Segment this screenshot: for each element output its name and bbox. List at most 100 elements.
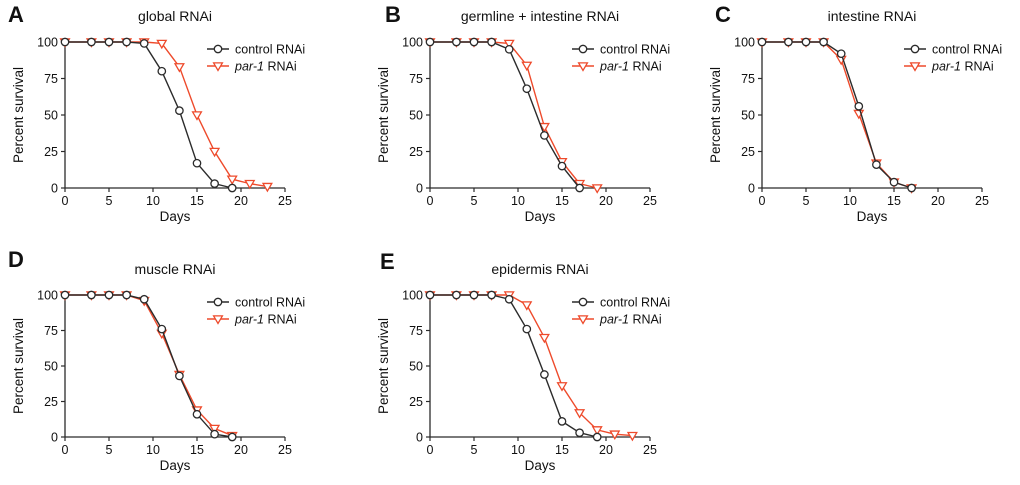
- y-axis-title: Percent survival: [708, 67, 723, 163]
- svg-text:0: 0: [416, 182, 423, 196]
- legend-label-par-1-rnai: par-1 RNAi: [234, 313, 297, 327]
- svg-text:0: 0: [427, 443, 434, 457]
- legend: control RNAi par-1 RNAi: [572, 43, 670, 74]
- svg-text:100: 100: [37, 289, 58, 303]
- svg-text:75: 75: [44, 72, 58, 86]
- panel-d-label: D: [8, 247, 24, 272]
- svg-text:0: 0: [62, 443, 69, 457]
- svg-text:25: 25: [44, 145, 58, 159]
- legend-label-control-rnai: control RNAi: [600, 43, 670, 57]
- panel-e-plot: 0 25 50 75 100 0 5 10 15 20 25 Days Percent survival…: [376, 289, 670, 474]
- svg-text:15: 15: [190, 194, 204, 208]
- svg-text:50: 50: [409, 109, 423, 123]
- svg-text:5: 5: [471, 194, 478, 208]
- panel-c: C intestine RNAi 0 25 50 75 100 0 5 10 15 20 25 Day…: [680, 0, 1020, 240]
- panel-b-title: germline + intestine RNAi: [460, 8, 620, 24]
- series-par-1-rnai: [756, 38, 918, 194]
- series-control-rnai: [60, 37, 237, 193]
- legend-label-control-rnai: control RNAi: [235, 296, 305, 310]
- series-control-rnai: [757, 37, 916, 193]
- svg-text:25: 25: [409, 145, 423, 159]
- series-control-rnai: [425, 290, 602, 442]
- svg-text:15: 15: [887, 194, 901, 208]
- svg-text:10: 10: [146, 443, 160, 457]
- legend: control RNAi par-1 RNAi: [207, 43, 305, 74]
- svg-text:75: 75: [741, 72, 755, 86]
- svg-text:20: 20: [234, 194, 248, 208]
- svg-text:10: 10: [146, 194, 160, 208]
- legend-label-control-rnai: control RNAi: [235, 43, 305, 57]
- axes: 0 25 50 75 100 0 5 10 15 20 25 Days Percent survival: [376, 36, 657, 225]
- svg-text:0: 0: [51, 431, 58, 445]
- legend-label-control-rnai: control RNAi: [932, 43, 1002, 57]
- series-par-1-rnai: [59, 291, 238, 442]
- svg-text:25: 25: [278, 443, 292, 457]
- svg-text:10: 10: [511, 194, 525, 208]
- svg-text:0: 0: [62, 194, 69, 208]
- svg-text:25: 25: [643, 443, 657, 457]
- y-axis-title: Percent survival: [11, 67, 26, 163]
- panel-d-plot: 0 25 50 75 100 0 5 10 15 20 25 Days Percent survival…: [11, 289, 305, 474]
- panel-d-title: muscle RNAi: [134, 261, 216, 277]
- x-axis-title: Days: [525, 209, 556, 224]
- svg-text:75: 75: [409, 324, 423, 338]
- svg-text:100: 100: [37, 36, 58, 50]
- legend-label-par-1-rnai: par-1 RNAi: [931, 60, 994, 74]
- axes: 0 25 50 75 100 0 5 10 15 20 25 Days Percent survival: [708, 36, 989, 225]
- svg-text:25: 25: [643, 194, 657, 208]
- legend: control RNAi par-1 RNAi: [572, 296, 670, 327]
- svg-text:50: 50: [741, 109, 755, 123]
- svg-text:75: 75: [409, 72, 423, 86]
- panel-e: E epidermis RNAi 0 25 50 75 100 0 5 10 15 20 25 Day…: [340, 245, 680, 485]
- svg-text:5: 5: [106, 443, 113, 457]
- series-par-1-rnai: [424, 38, 603, 194]
- panel-b-plot: 0 25 50 75 100 0 5 10 15 20 25 Days Percent survival…: [376, 36, 670, 225]
- x-axis-title: Days: [160, 458, 191, 473]
- panel-a-plot: 0 25 50 75 100 0 5 10 15 20 25 Days Percent survival…: [11, 36, 305, 225]
- y-axis-title: Percent survival: [376, 318, 391, 414]
- panel-a: A global RNAi 0 25 50 75 100 0 5 10 15 20 25 Days Pe…: [0, 0, 340, 240]
- panel-a-title: global RNAi: [138, 8, 212, 24]
- svg-text:0: 0: [759, 194, 766, 208]
- svg-text:5: 5: [471, 443, 478, 457]
- svg-text:5: 5: [106, 194, 113, 208]
- panel-a-label: A: [8, 2, 24, 27]
- panel-b-label: B: [385, 2, 401, 27]
- svg-text:100: 100: [402, 36, 423, 50]
- series-control-rnai: [60, 290, 237, 442]
- legend: control RNAi par-1 RNAi: [904, 43, 1002, 74]
- svg-text:0: 0: [748, 182, 755, 196]
- svg-text:25: 25: [975, 194, 989, 208]
- svg-text:75: 75: [44, 324, 58, 338]
- svg-text:15: 15: [555, 194, 569, 208]
- svg-text:25: 25: [741, 145, 755, 159]
- y-axis-title: Percent survival: [11, 318, 26, 414]
- svg-text:0: 0: [51, 182, 58, 196]
- series-control-rnai: [425, 37, 584, 193]
- legend-label-par-1-rnai: par-1 RNAi: [599, 313, 662, 327]
- panel-b: B germline + intestine RNAi 0 25 50 75 100 0 5…: [340, 0, 680, 240]
- svg-text:15: 15: [190, 443, 204, 457]
- svg-text:20: 20: [234, 443, 248, 457]
- svg-text:20: 20: [931, 194, 945, 208]
- panel-e-title: epidermis RNAi: [491, 261, 589, 277]
- svg-text:100: 100: [402, 289, 423, 303]
- legend-label-control-rnai: control RNAi: [600, 296, 670, 310]
- panel-d: D muscle RNAi 0 25 50 75 100 0 5 10 15 20 25 Days Pe…: [0, 245, 340, 485]
- panel-c-plot: 0 25 50 75 100 0 5 10 15 20 25 Days Percent survival…: [708, 36, 1002, 225]
- legend-label-par-1-rnai: par-1 RNAi: [234, 60, 297, 74]
- svg-text:25: 25: [409, 395, 423, 409]
- svg-text:20: 20: [599, 194, 613, 208]
- svg-text:25: 25: [44, 395, 58, 409]
- svg-text:0: 0: [416, 431, 423, 445]
- x-axis-title: Days: [160, 209, 191, 224]
- svg-text:50: 50: [44, 360, 58, 374]
- panel-c-title: intestine RNAi: [827, 8, 917, 24]
- svg-text:15: 15: [555, 443, 569, 457]
- svg-text:25: 25: [278, 194, 292, 208]
- panel-c-label: C: [715, 2, 731, 27]
- svg-text:0: 0: [427, 194, 434, 208]
- legend: control RNAi par-1 RNAi: [207, 296, 305, 327]
- panel-e-label: E: [380, 249, 395, 274]
